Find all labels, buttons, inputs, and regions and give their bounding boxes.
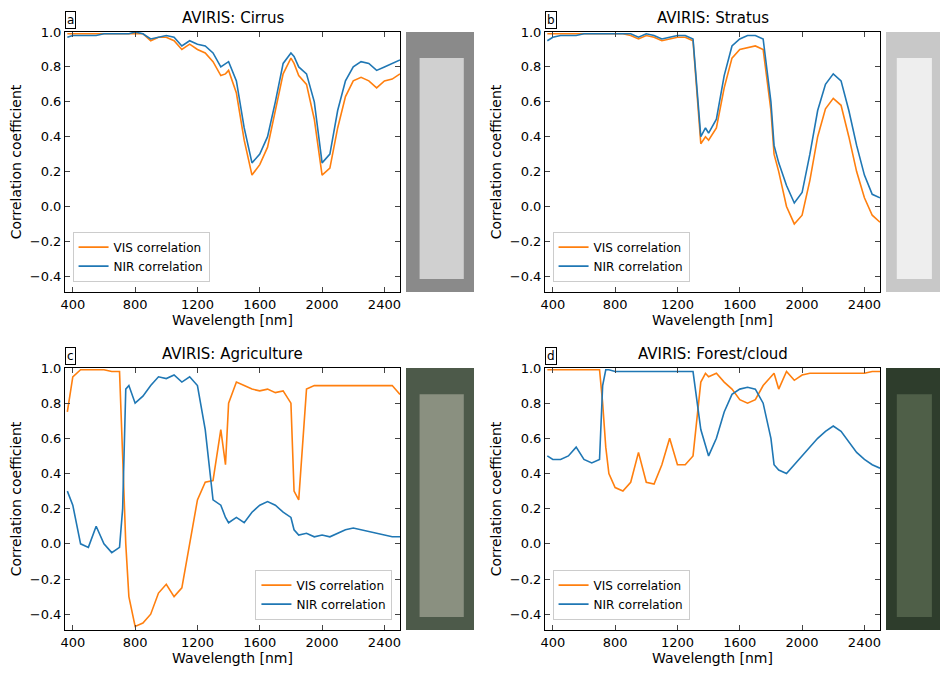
svg-text:400: 400 <box>540 297 565 312</box>
svg-text:−0.4: −0.4 <box>510 607 542 622</box>
svg-text:b: b <box>547 13 555 27</box>
svg-text:2000: 2000 <box>306 635 339 650</box>
svg-text:Wavelength [nm]: Wavelength [nm] <box>652 650 773 666</box>
svg-text:0.0: 0.0 <box>41 536 62 551</box>
svg-text:2400: 2400 <box>368 635 401 650</box>
svg-text:−0.2: −0.2 <box>510 572 542 587</box>
svg-text:0.4: 0.4 <box>521 129 542 144</box>
svg-text:800: 800 <box>603 297 628 312</box>
svg-text:VIS correlation: VIS correlation <box>594 241 682 255</box>
svg-text:NIR correlation: NIR correlation <box>296 598 385 612</box>
svg-text:0.4: 0.4 <box>521 466 542 481</box>
svg-text:0.8: 0.8 <box>41 59 62 74</box>
svg-text:AVIRIS: Agriculture: AVIRIS: Agriculture <box>162 345 303 363</box>
svg-text:Wavelength [nm]: Wavelength [nm] <box>172 650 293 666</box>
svg-text:800: 800 <box>603 635 628 650</box>
svg-text:Wavelength [nm]: Wavelength [nm] <box>172 312 293 328</box>
svg-text:2400: 2400 <box>848 635 881 650</box>
svg-text:1.0: 1.0 <box>41 25 62 40</box>
svg-text:0.2: 0.2 <box>521 164 542 179</box>
svg-text:Correlation coefficient: Correlation coefficient <box>8 421 24 576</box>
svg-text:1600: 1600 <box>243 297 276 312</box>
svg-text:VIS correlation: VIS correlation <box>114 241 202 255</box>
svg-text:1600: 1600 <box>723 297 756 312</box>
svg-text:1.0: 1.0 <box>41 361 62 376</box>
svg-text:0.2: 0.2 <box>41 501 62 516</box>
svg-text:400: 400 <box>60 635 85 650</box>
svg-text:1200: 1200 <box>661 635 694 650</box>
svg-text:AVIRIS: Stratus: AVIRIS: Stratus <box>657 9 769 27</box>
svg-text:0.8: 0.8 <box>521 59 542 74</box>
svg-text:0.0: 0.0 <box>521 536 542 551</box>
svg-text:0.6: 0.6 <box>41 431 62 446</box>
svg-text:AVIRIS: Forest/cloud: AVIRIS: Forest/cloud <box>638 345 788 363</box>
svg-text:−0.2: −0.2 <box>510 234 542 249</box>
svg-text:VIS correlation: VIS correlation <box>594 579 682 593</box>
svg-text:AVIRIS: Cirrus: AVIRIS: Cirrus <box>182 9 284 27</box>
svg-text:1600: 1600 <box>723 635 756 650</box>
svg-text:NIR correlation: NIR correlation <box>594 260 683 274</box>
svg-text:Correlation coefficient: Correlation coefficient <box>488 84 504 239</box>
svg-text:0.0: 0.0 <box>41 199 62 214</box>
svg-text:1.0: 1.0 <box>521 25 542 40</box>
svg-text:1.0: 1.0 <box>521 361 542 376</box>
svg-text:2000: 2000 <box>786 635 819 650</box>
svg-text:−0.2: −0.2 <box>30 234 62 249</box>
svg-text:d: d <box>547 349 555 363</box>
svg-text:Wavelength [nm]: Wavelength [nm] <box>652 312 773 328</box>
svg-text:c: c <box>67 349 74 363</box>
svg-text:2400: 2400 <box>368 297 401 312</box>
svg-text:2000: 2000 <box>306 297 339 312</box>
svg-text:NIR correlation: NIR correlation <box>594 598 683 612</box>
svg-text:1600: 1600 <box>243 635 276 650</box>
svg-text:0.0: 0.0 <box>521 199 542 214</box>
svg-text:−0.4: −0.4 <box>510 269 542 284</box>
svg-text:1200: 1200 <box>661 297 694 312</box>
svg-text:Correlation coefficient: Correlation coefficient <box>8 84 24 239</box>
svg-text:0.2: 0.2 <box>41 164 62 179</box>
svg-text:0.2: 0.2 <box>521 501 542 516</box>
svg-text:400: 400 <box>60 297 85 312</box>
svg-text:0.4: 0.4 <box>41 466 62 481</box>
svg-text:0.8: 0.8 <box>521 396 542 411</box>
svg-text:a: a <box>67 13 74 27</box>
svg-text:−0.4: −0.4 <box>30 607 62 622</box>
svg-text:800: 800 <box>123 297 148 312</box>
svg-text:1200: 1200 <box>181 635 214 650</box>
svg-text:−0.2: −0.2 <box>30 572 62 587</box>
svg-text:−0.4: −0.4 <box>30 269 62 284</box>
svg-text:Correlation coefficient: Correlation coefficient <box>488 421 504 576</box>
svg-text:0.6: 0.6 <box>41 94 62 109</box>
svg-text:0.4: 0.4 <box>41 129 62 144</box>
svg-text:400: 400 <box>540 635 565 650</box>
svg-text:0.8: 0.8 <box>41 396 62 411</box>
svg-text:2000: 2000 <box>786 297 819 312</box>
svg-text:NIR correlation: NIR correlation <box>114 260 203 274</box>
svg-text:800: 800 <box>123 635 148 650</box>
svg-text:VIS correlation: VIS correlation <box>296 579 384 593</box>
svg-text:2400: 2400 <box>848 297 881 312</box>
svg-text:0.6: 0.6 <box>521 94 542 109</box>
svg-text:0.6: 0.6 <box>521 431 542 446</box>
svg-text:1200: 1200 <box>181 297 214 312</box>
